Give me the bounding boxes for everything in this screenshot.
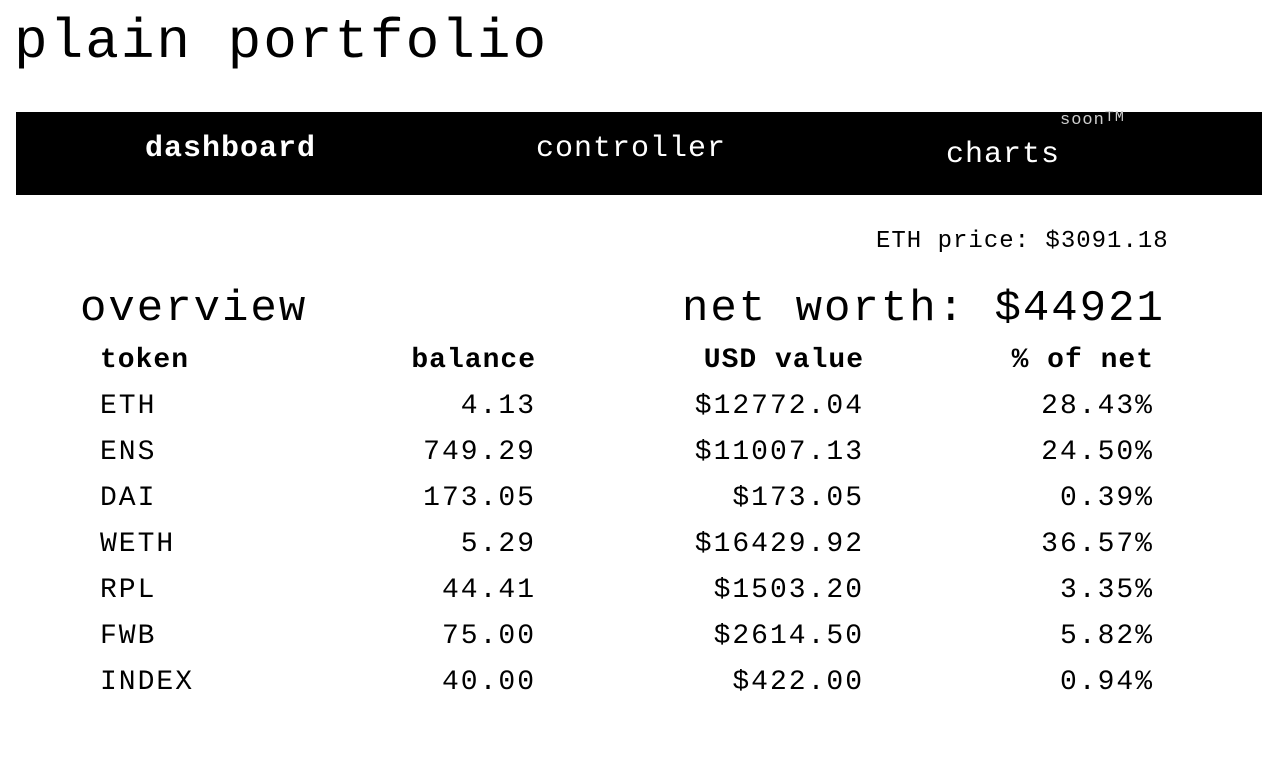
- percent-cell: 0.39%: [1059, 483, 1154, 514]
- table-header-row: token balance USD value % of net: [100, 338, 1160, 384]
- balance-cell: 5.29: [460, 529, 536, 560]
- column-header-token: token: [100, 345, 190, 376]
- table-row: ENS 749.29 $11007.13 24.50%: [100, 430, 1160, 476]
- balance-cell: 4.13: [460, 391, 536, 422]
- app-title: plain portfolio: [14, 10, 549, 74]
- main-nav: dashboard controller charts soonTM: [16, 110, 1262, 195]
- holdings-table: token balance USD value % of net ETH 4.1…: [100, 338, 1160, 706]
- token-cell: ETH: [100, 391, 157, 422]
- balance-cell: 749.29: [423, 437, 536, 468]
- percent-cell: 28.43%: [1041, 391, 1154, 422]
- usd-value-cell: $422.00: [732, 667, 864, 698]
- table-row: RPL 44.41 $1503.20 3.35%: [100, 568, 1160, 614]
- usd-value-cell: $11007.13: [694, 437, 864, 468]
- usd-value-cell: $16429.92: [694, 529, 864, 560]
- token-cell: FWB: [100, 621, 157, 652]
- token-cell: ENS: [100, 437, 157, 468]
- table-row: WETH 5.29 $16429.92 36.57%: [100, 522, 1160, 568]
- percent-cell: 3.35%: [1059, 575, 1154, 606]
- balance-cell: 44.41: [441, 575, 536, 606]
- net-worth: net worth: $44921: [682, 284, 1165, 334]
- nav-controller[interactable]: controller: [536, 132, 727, 166]
- usd-value-cell: $1503.20: [713, 575, 864, 606]
- usd-value-cell: $12772.04: [694, 391, 864, 422]
- percent-cell: 36.57%: [1041, 529, 1154, 560]
- token-cell: DAI: [100, 483, 157, 514]
- nav-charts-label: charts: [946, 138, 1061, 172]
- column-header-percent: % of net: [1011, 345, 1154, 376]
- column-header-balance: balance: [411, 345, 536, 376]
- table-row: ETH 4.13 $12772.04 28.43%: [100, 384, 1160, 430]
- percent-cell: 0.94%: [1059, 667, 1154, 698]
- table-row: DAI 173.05 $173.05 0.39%: [100, 476, 1160, 522]
- percent-cell: 5.82%: [1059, 621, 1154, 652]
- usd-value-cell: $2614.50: [713, 621, 864, 652]
- overview-title: overview: [80, 284, 308, 334]
- nav-dashboard[interactable]: dashboard: [145, 132, 317, 166]
- balance-cell: 75.00: [441, 621, 536, 652]
- balance-cell: 40.00: [441, 667, 536, 698]
- column-header-usd-value: USD value: [703, 345, 864, 376]
- trademark-superscript: TM: [1104, 109, 1125, 126]
- nav-charts[interactable]: charts soonTM: [946, 110, 1125, 193]
- table-row: FWB 75.00 $2614.50 5.82%: [100, 614, 1160, 660]
- token-cell: WETH: [100, 529, 176, 560]
- usd-value-cell: $173.05: [732, 483, 864, 514]
- percent-cell: 24.50%: [1041, 437, 1154, 468]
- token-cell: RPL: [100, 575, 157, 606]
- table-row: INDEX 40.00 $422.00 0.94%: [100, 660, 1160, 706]
- eth-price: ETH price: $3091.18: [876, 228, 1169, 255]
- token-cell: INDEX: [100, 667, 195, 698]
- balance-cell: 173.05: [423, 483, 536, 514]
- soon-superscript: soon: [1060, 111, 1105, 130]
